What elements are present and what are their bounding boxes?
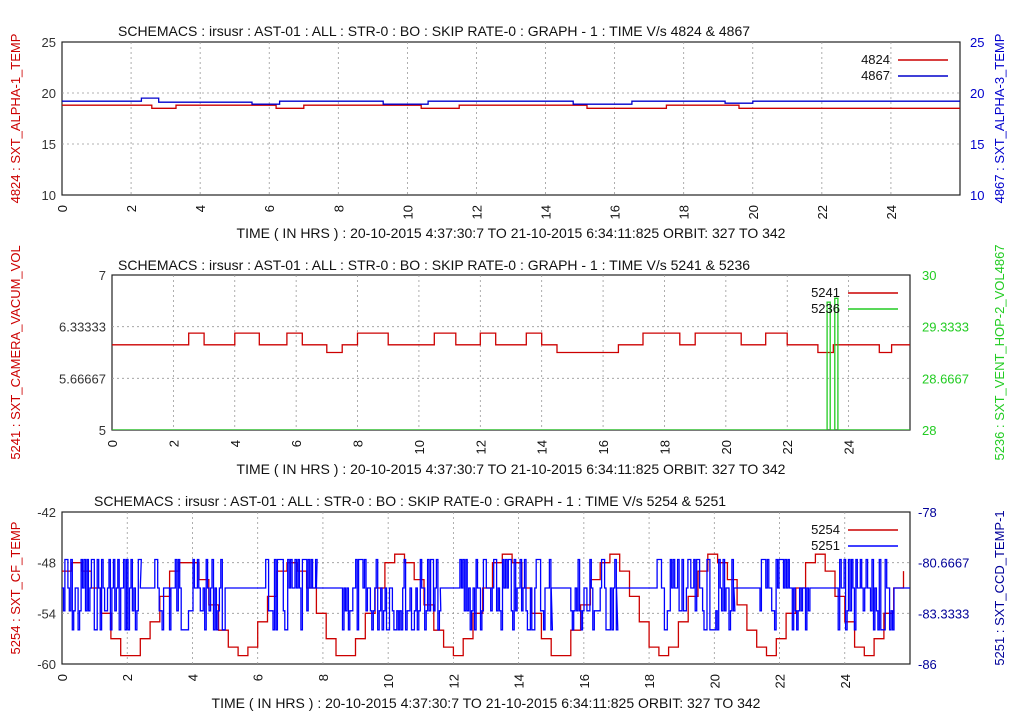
x-tick-label: 6 bbox=[251, 674, 266, 681]
y2-tick-label: -80.6667 bbox=[918, 556, 969, 571]
y2-tick-label: 15 bbox=[970, 137, 984, 152]
series-line-5241 bbox=[112, 332, 910, 354]
plot-area bbox=[112, 297, 910, 430]
x-tick-label: 20 bbox=[746, 205, 761, 219]
y-tick-label: -42 bbox=[37, 505, 56, 520]
x-tick-label: 22 bbox=[773, 674, 788, 688]
y2-tick-label: -83.3333 bbox=[918, 606, 969, 621]
x-tick-label: 12 bbox=[469, 205, 484, 219]
y-tick-label: -54 bbox=[37, 606, 56, 621]
chart-title: SCHEMACS : irsusr : AST-01 : ALL : STR-0… bbox=[118, 23, 750, 39]
x-tick-label: 6 bbox=[262, 205, 277, 212]
x-tick-label: 0 bbox=[55, 674, 70, 681]
y2-axis-label: 5251 : SXT_CCD_TEMP-1 bbox=[992, 510, 1007, 665]
y2-axis-label: 4867 : SXT_ALPHA-3_TEMP bbox=[992, 34, 1007, 204]
y-axis-label: 4824 : SXT_ALPHA-1_TEMP bbox=[8, 34, 23, 204]
plot-frame bbox=[61, 41, 961, 196]
y-tick-label: 25 bbox=[42, 35, 56, 50]
series-line-5236 bbox=[112, 297, 910, 430]
y-tick-label: -60 bbox=[37, 657, 56, 672]
x-tick-label: 2 bbox=[120, 674, 135, 681]
y-tick-label: 7 bbox=[99, 268, 106, 283]
legend-label: 4867 bbox=[861, 68, 890, 83]
x-tick-label: 22 bbox=[815, 205, 830, 219]
x-tick-label: 6 bbox=[289, 440, 304, 447]
legend-label: 5254 bbox=[811, 522, 840, 537]
x-tick-label: 8 bbox=[351, 440, 366, 447]
y-tick-label: 5 bbox=[99, 423, 106, 438]
y2-tick-label: -86 bbox=[918, 657, 937, 672]
x-tick-label: 24 bbox=[842, 440, 857, 454]
x-axis-label: TIME ( IN HRS ) : 20-10-2015 4:37:30:7 T… bbox=[237, 461, 786, 477]
y2-axis-label: 5236 : SXT_VENT_HOP-2_VOL4867 bbox=[992, 244, 1007, 460]
x-tick-label: 2 bbox=[124, 205, 139, 212]
x-tick-label: 12 bbox=[473, 440, 488, 454]
legend-label: 5251 bbox=[811, 538, 840, 553]
plot-area bbox=[62, 553, 910, 657]
x-axis-label: TIME ( IN HRS ) : 20-10-2015 4:37:30:7 T… bbox=[212, 695, 761, 711]
x-tick-label: 4 bbox=[193, 205, 208, 212]
plot-frame bbox=[111, 274, 911, 431]
x-tick-label: 16 bbox=[596, 440, 611, 454]
x-tick-label: 24 bbox=[838, 674, 853, 688]
y-axis-label: 5254 : SXT_CF_TEMP bbox=[8, 522, 23, 655]
legend-label: 5241 bbox=[811, 285, 840, 300]
x-tick-label: 14 bbox=[512, 674, 527, 688]
y-tick-label: 15 bbox=[42, 137, 56, 152]
y-axis-label: 5241 : SXT_CAMERA_VACUM_VOL bbox=[8, 245, 23, 459]
x-tick-label: 14 bbox=[535, 440, 550, 454]
x-tick-label: 10 bbox=[400, 205, 415, 219]
x-tick-label: 0 bbox=[105, 440, 120, 447]
x-tick-label: 12 bbox=[446, 674, 461, 688]
y2-tick-label: 28 bbox=[922, 423, 936, 438]
y2-tick-label: 29.3333 bbox=[922, 320, 969, 335]
x-tick-label: 8 bbox=[316, 674, 331, 681]
y-tick-label: 5.66667 bbox=[59, 371, 106, 386]
x-tick-label: 22 bbox=[780, 440, 795, 454]
y-tick-label: 10 bbox=[42, 188, 56, 203]
x-tick-label: 24 bbox=[884, 205, 899, 219]
y-tick-label: -48 bbox=[37, 556, 56, 571]
y2-tick-label: -78 bbox=[918, 505, 937, 520]
y-tick-label: 20 bbox=[42, 86, 56, 101]
x-tick-label: 16 bbox=[608, 205, 623, 219]
x-tick-label: 16 bbox=[577, 674, 592, 688]
plot-area bbox=[62, 97, 960, 109]
y2-tick-label: 28.6667 bbox=[922, 371, 969, 386]
y2-tick-label: 30 bbox=[922, 268, 936, 283]
x-tick-label: 0 bbox=[55, 205, 70, 212]
x-tick-label: 18 bbox=[657, 440, 672, 454]
legend-label: 5236 bbox=[811, 301, 840, 316]
x-tick-label: 18 bbox=[642, 674, 657, 688]
x-tick-label: 8 bbox=[331, 205, 346, 212]
x-tick-label: 4 bbox=[185, 674, 200, 681]
y-tick-label: 6.33333 bbox=[59, 320, 106, 335]
y2-tick-label: 25 bbox=[970, 35, 984, 50]
x-tick-label: 20 bbox=[707, 674, 722, 688]
y2-tick-label: 10 bbox=[970, 188, 984, 203]
series-line-4824 bbox=[62, 104, 960, 109]
series-line-5251 bbox=[62, 558, 910, 631]
x-axis-label: TIME ( IN HRS ) : 20-10-2015 4:37:30:7 T… bbox=[237, 225, 786, 241]
x-tick-label: 18 bbox=[677, 205, 692, 219]
y2-tick-label: 20 bbox=[970, 86, 984, 101]
x-tick-label: 20 bbox=[719, 440, 734, 454]
series-line-4867 bbox=[62, 97, 960, 105]
chart-panel-3: -42-48-54-60-78-80.6667-83.3333-860 2 4 6 8 1… bbox=[8, 493, 1007, 711]
legend-label: 4824 bbox=[861, 52, 890, 67]
x-tick-label: 10 bbox=[412, 440, 427, 454]
x-tick-label: 2 bbox=[166, 440, 181, 447]
x-tick-label: 14 bbox=[539, 205, 554, 219]
chart-title: SCHEMACS : irsusr : AST-01 : ALL : STR-0… bbox=[94, 493, 726, 509]
chart-title: SCHEMACS : irsusr : AST-01 : ALL : STR-0… bbox=[118, 257, 750, 273]
x-tick-label: 10 bbox=[381, 674, 396, 688]
x-tick-label: 4 bbox=[228, 440, 243, 447]
